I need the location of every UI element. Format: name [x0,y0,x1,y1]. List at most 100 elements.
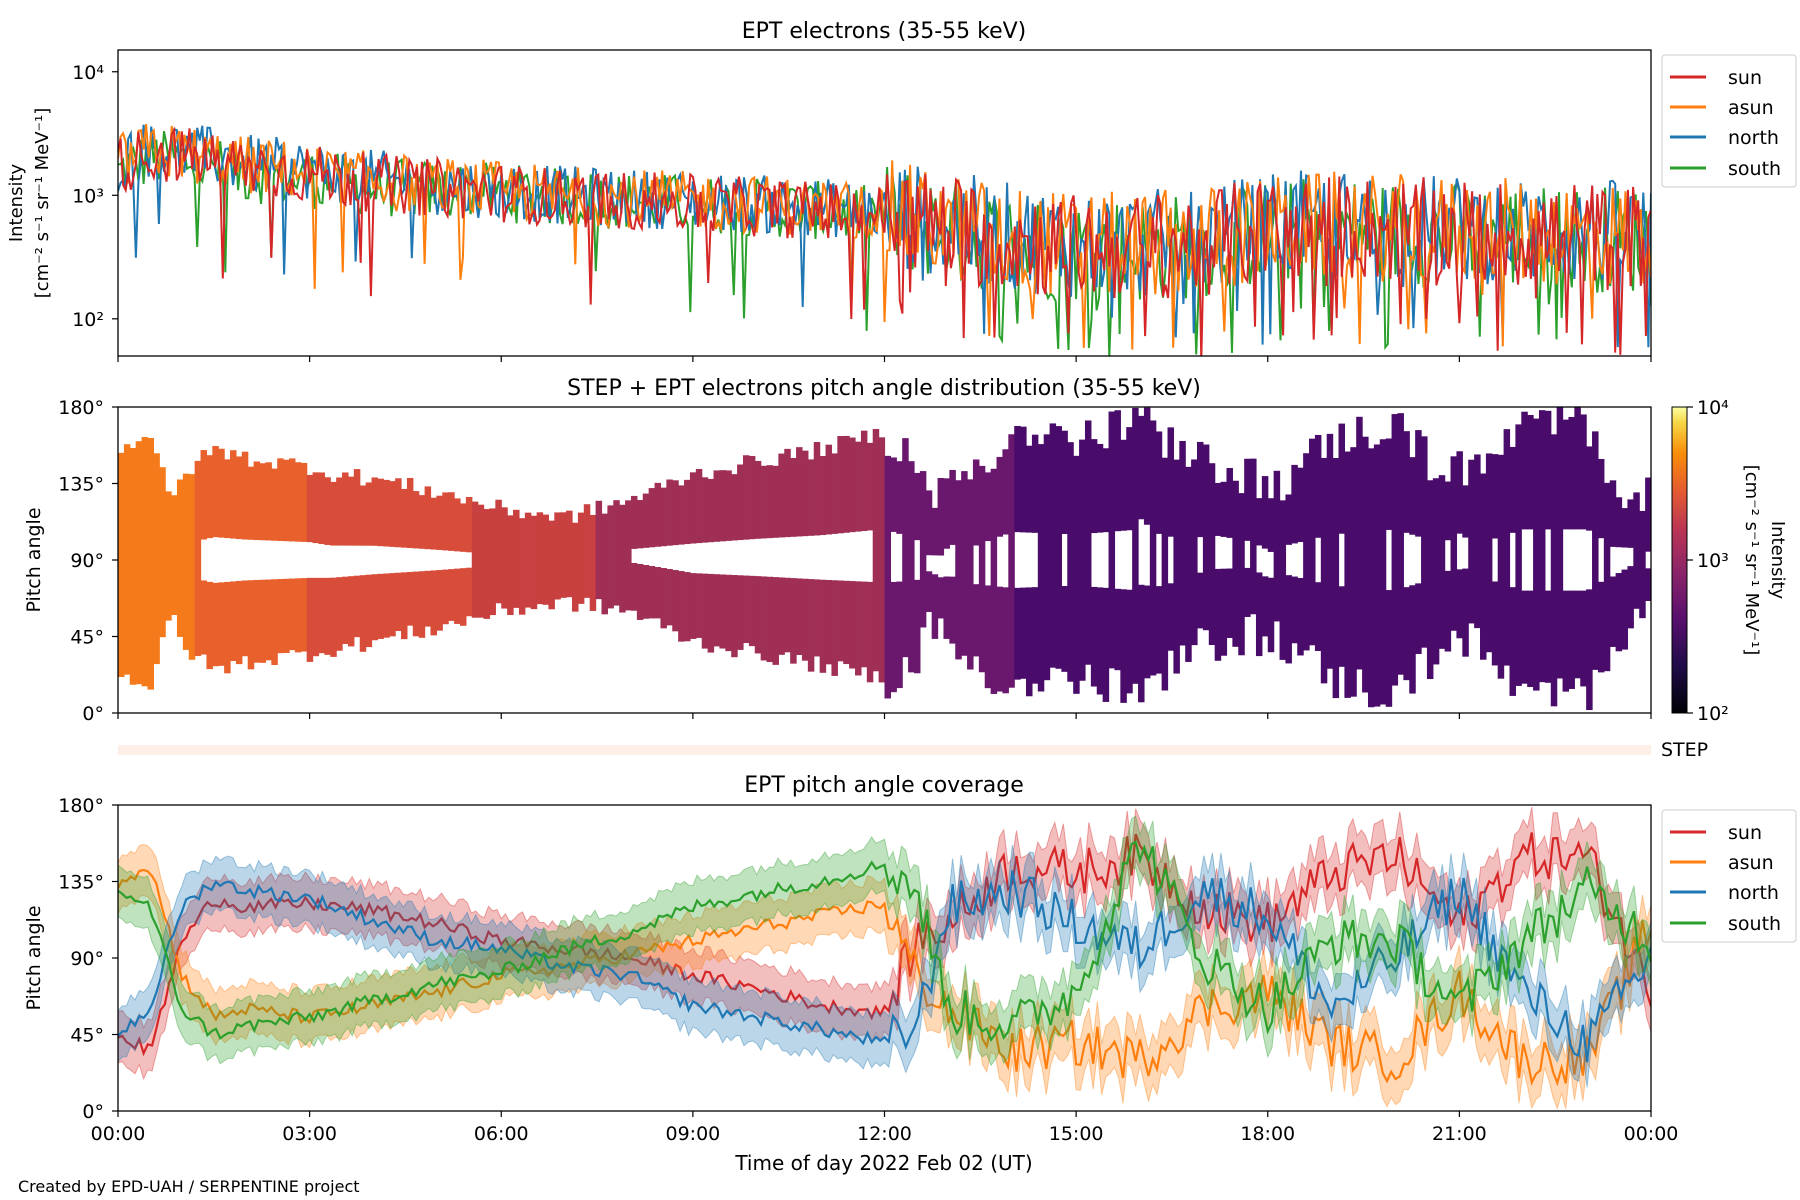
legend4-south: south [1728,913,1781,935]
heatmap-cell [353,575,361,638]
heatmap-cell [212,582,219,667]
heatmap-cell [395,478,402,548]
y-tick-label: 135° [58,474,104,496]
heatmap-cell [1020,426,1027,533]
heatmap-cell [507,515,514,616]
heatmap-cell [265,462,272,541]
heatmap-cell [896,461,903,534]
panel4-xaxis: 00:00 03:00 06:00 09:00 12:00 15:00 18:00 21:00… [91,1111,1678,1145]
heatmap-cell [454,498,461,552]
heatmap-cell [790,578,797,664]
heatmap-cell [171,495,178,616]
heatmap-cell [1037,444,1045,692]
heatmap-cell [778,453,785,538]
heatmap-cell [389,573,396,637]
heatmap-cell [843,435,850,533]
panel-intensity: EPT electrons (35-55 keV) 10² 10³ 10⁴ Inte… [6,19,1797,362]
heatmap-cell [1615,573,1623,652]
heatmap-cell [1403,587,1410,681]
heatmap-cell [306,577,314,662]
heatmap-cell [406,477,414,549]
heatmap-cell [330,577,337,657]
heatmap-cell [277,458,284,541]
heatmap-cell [684,572,691,642]
heatmap-cell [353,469,361,546]
panel4-ylabel: Pitch angle [23,905,45,1010]
heatmap-cell [725,574,732,652]
heatmap-cell [1267,498,1275,552]
heatmap-cell [931,507,939,556]
heatmap-cell [1509,587,1516,696]
heatmap-cell [737,464,744,541]
heatmap-cell [937,577,945,619]
heatmap-cell [1515,424,1522,686]
heatmap-cell [518,518,526,615]
heatmap-cell [365,574,373,648]
heatmap-cell [501,507,508,609]
heatmap-cell [996,456,1004,537]
series-line-asun [118,124,1651,350]
legend4-sun: sun [1728,822,1762,844]
heatmap-cell [1326,433,1334,669]
heatmap-cell [312,577,320,657]
heatmap-cell [825,444,833,535]
heatmap-cell [642,493,650,548]
heatmap-cell [1031,434,1039,533]
colorbar-label-line2: [cm⁻² s⁻¹ sr⁻¹ MeV⁻¹] [1741,465,1762,656]
heatmap-cell [1568,416,1575,530]
heatmap-cell [1261,576,1269,637]
heatmap-cell [695,468,703,544]
heatmap-cell [1497,454,1505,679]
heatmap-cell [595,500,603,600]
heatmap-cell [418,571,426,638]
heatmap-cell [377,478,384,547]
heatmap-cell [654,482,662,547]
heatmap-cell [330,481,337,546]
heatmap-cell [919,471,927,628]
heatmap-cell [790,457,797,537]
heatmap-cell [949,469,956,545]
heatmap-cell [1026,587,1033,697]
heatmap-cell [884,455,891,699]
heatmap-cell [1138,415,1145,520]
heatmap-cell [666,569,673,626]
heatmap-cell [1609,576,1617,647]
heatmap-cell [1580,414,1587,530]
heatmap-cell [772,577,779,665]
heatmap-cell [1415,583,1422,654]
heatmap-cell [1108,411,1116,669]
heatmap-cell [648,566,656,619]
heatmap-cell [1550,434,1558,707]
heatmap-cell [908,461,915,673]
heatmap-cell [459,503,467,552]
heatmap-cell [872,429,880,672]
heatmap-cell [395,572,402,632]
step-label: STEP [1661,739,1708,761]
panel4-yaxis: 0° 45° 90° 135° 180° [58,795,118,1123]
heatmap-cell [165,491,172,621]
heatmap-cell [1556,407,1564,679]
heatmap-cell [636,499,644,549]
heatmap-cell [477,504,485,618]
heatmap-cell [424,486,432,550]
step-strip [118,745,1651,755]
heatmap-cell [1102,448,1110,533]
heatmap-cell [1480,473,1487,660]
heatmap-cell [1538,410,1546,683]
heatmap-cell [566,510,573,598]
heatmap-cell [1143,407,1151,525]
heatmap-cell [336,477,343,546]
heatmap-cell [200,450,208,540]
heatmap-cell [713,574,721,647]
heatmap-cell [1155,586,1163,674]
heatmap-cell [247,580,255,670]
heatmap-cell [825,579,833,665]
heatmap-cell [1026,445,1033,533]
heatmap-cell [1143,585,1151,679]
colorbar-tick-label: 10² [1697,703,1729,725]
heatmap-cell [866,581,874,683]
heatmap-cell [984,472,992,542]
heatmap-cell [1196,572,1204,629]
heatmap-cell [1167,583,1175,651]
heatmap-cell [430,497,437,550]
